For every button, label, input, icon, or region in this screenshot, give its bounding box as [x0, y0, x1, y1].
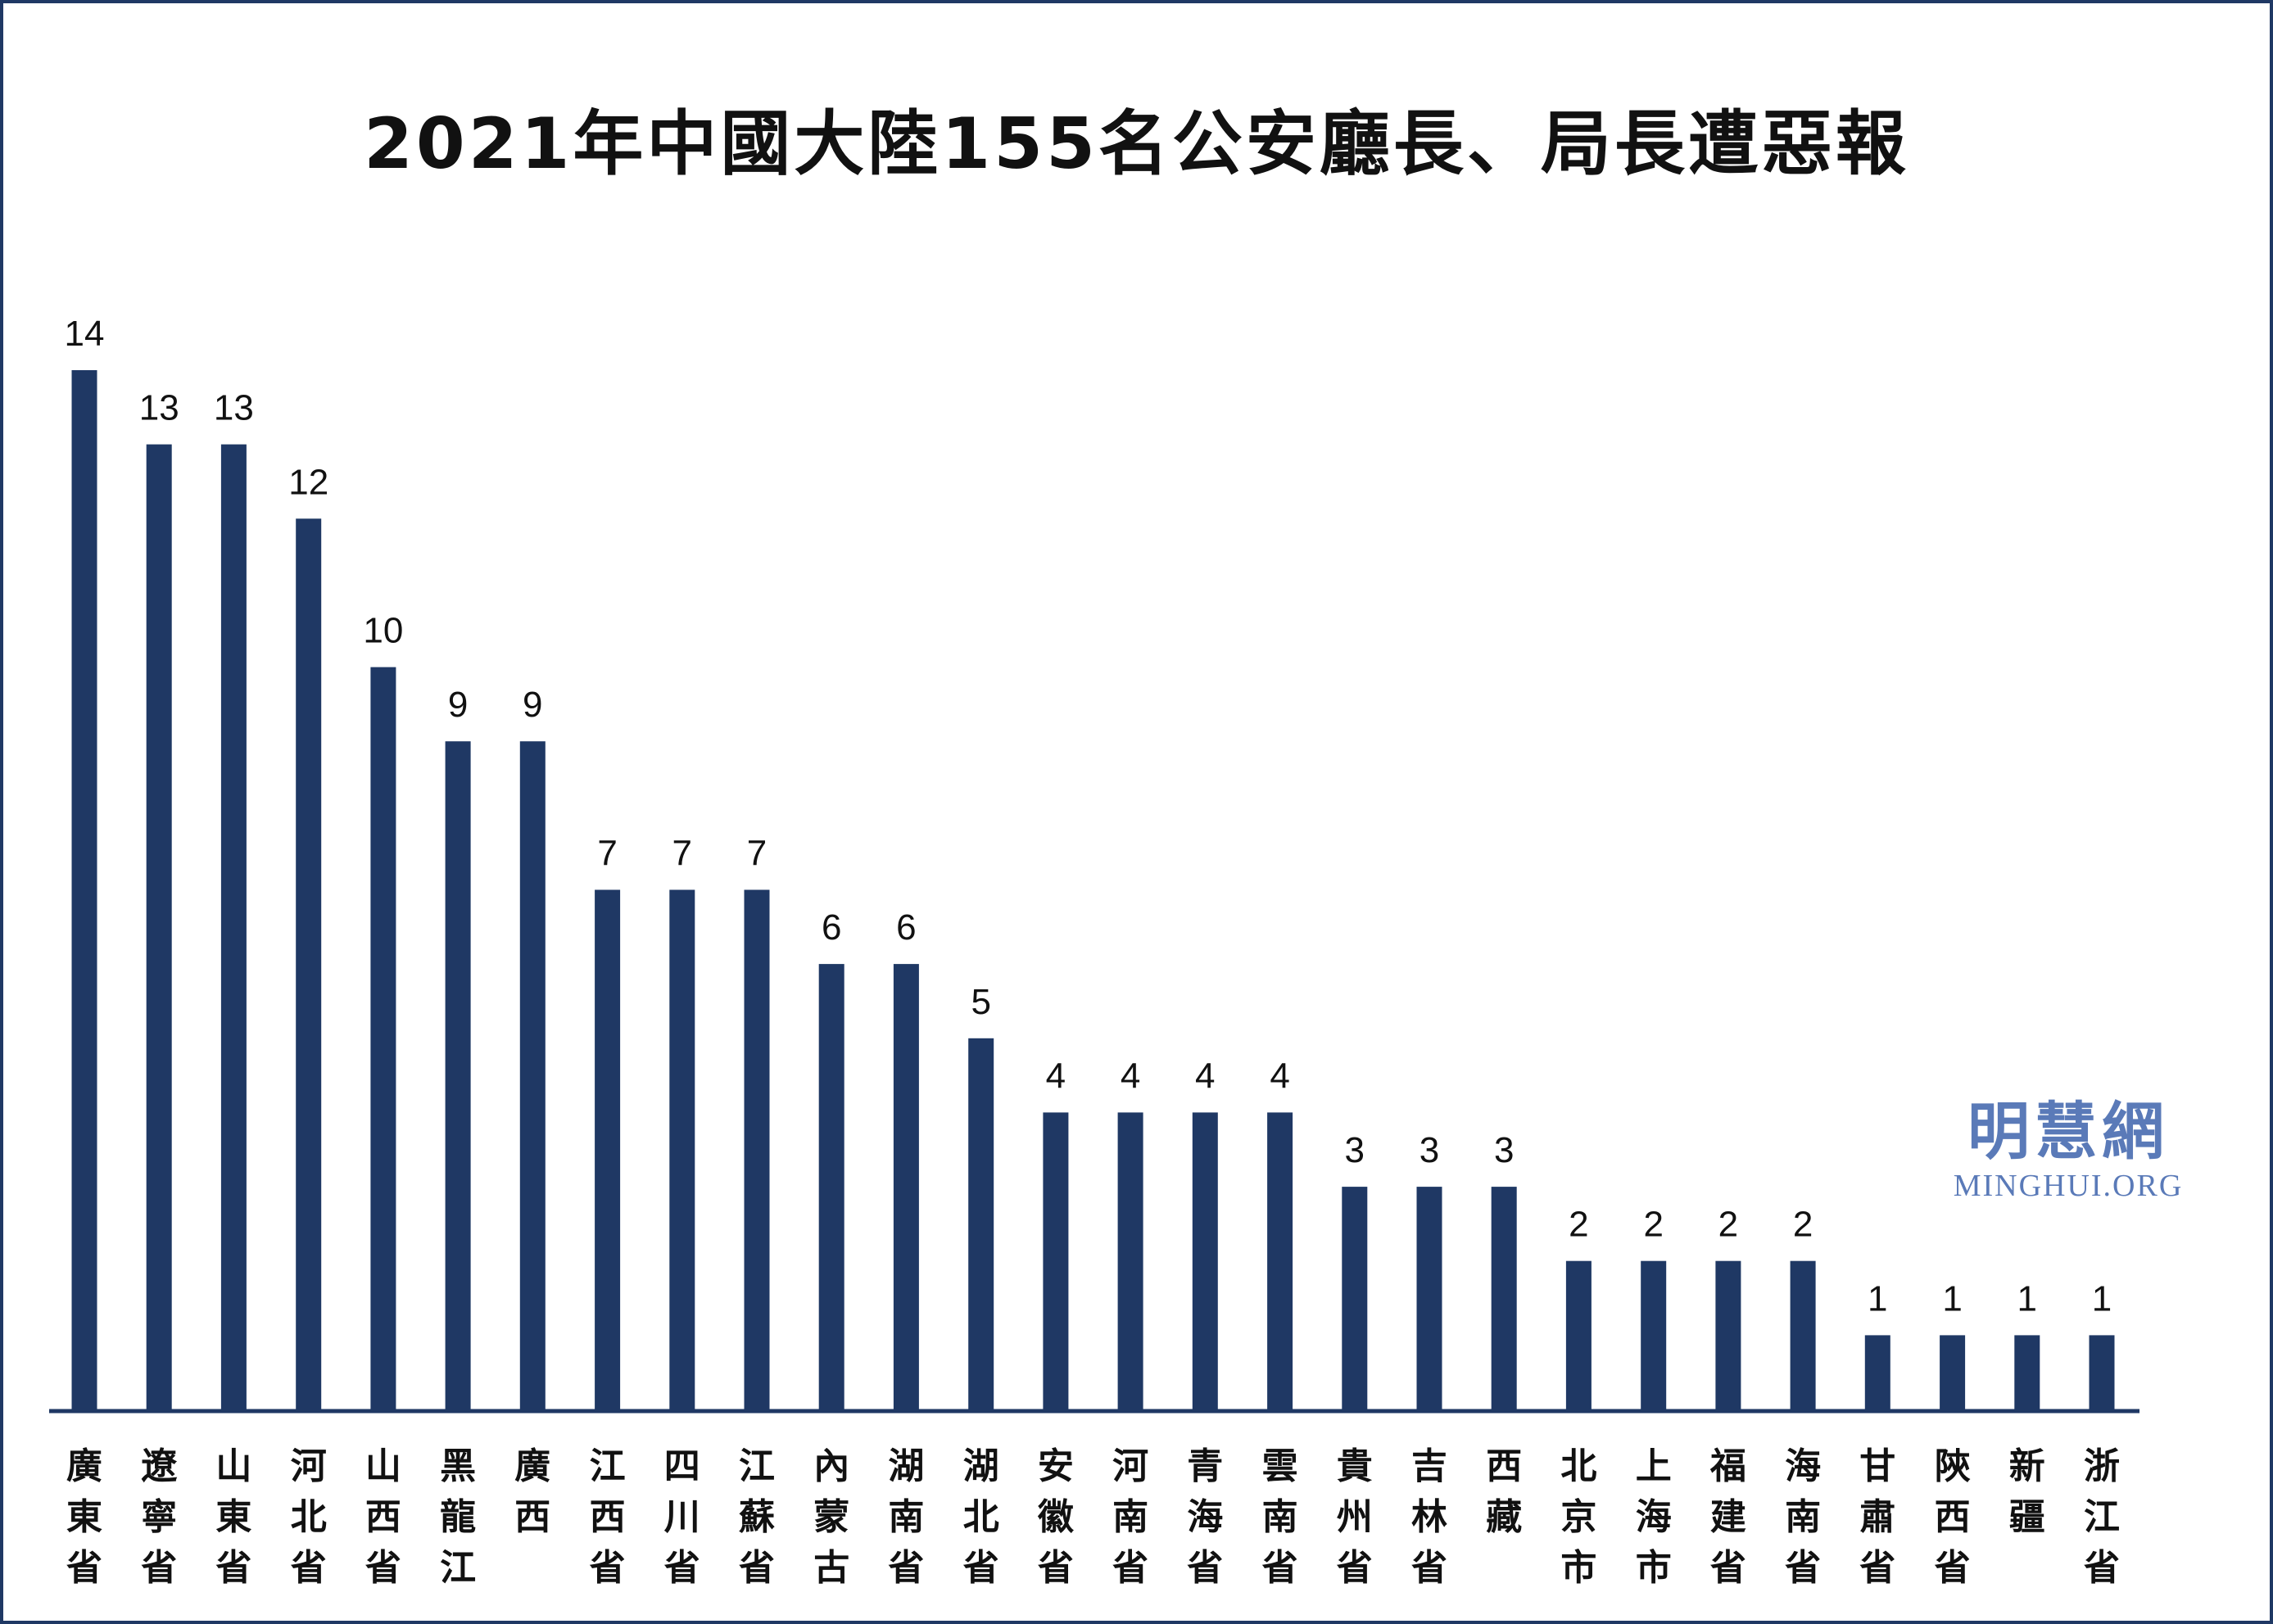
- category-label-5: 山西省: [365, 1445, 401, 1589]
- value-label-27: 1: [2017, 1278, 2037, 1319]
- category-label-13: 湖北省: [963, 1445, 999, 1589]
- bar-8: [595, 889, 621, 1409]
- value-label-5: 10: [363, 611, 403, 651]
- bar-5: [370, 667, 396, 1409]
- value-label-15: 4: [1121, 1056, 1140, 1096]
- value-label-16: 4: [1195, 1056, 1215, 1096]
- bar-26: [1940, 1335, 1966, 1409]
- bar-3: [220, 444, 247, 1409]
- value-label-28: 1: [2092, 1278, 2112, 1319]
- value-label-25: 1: [1868, 1278, 1887, 1319]
- category-label-14: 安徽省: [1037, 1445, 1075, 1589]
- category-label-11: 內蒙古: [813, 1445, 849, 1589]
- value-label-11: 6: [822, 907, 841, 948]
- watermark-english: MINGHUI.ORG: [1953, 1168, 2184, 1203]
- value-label-24: 2: [1793, 1205, 1813, 1245]
- bar-16: [1192, 1112, 1218, 1409]
- category-label-24: 海南省: [1785, 1445, 1821, 1589]
- value-label-10: 7: [747, 834, 767, 874]
- category-label-27: 新疆: [2009, 1445, 2045, 1538]
- watermark-chinese: 明慧網: [1967, 1095, 2169, 1168]
- category-label-16: 青海省: [1187, 1445, 1223, 1589]
- value-label-20: 3: [1494, 1130, 1514, 1170]
- bar-21: [1565, 1260, 1592, 1409]
- category-label-15: 河南省: [1112, 1445, 1148, 1589]
- value-label-6: 9: [448, 685, 468, 725]
- value-label-22: 2: [1643, 1205, 1663, 1245]
- category-label-10: 江蘇省: [739, 1445, 775, 1589]
- value-label-13: 5: [971, 982, 990, 1022]
- category-label-28: 浙江省: [2084, 1445, 2120, 1589]
- value-label-23: 2: [1718, 1205, 1738, 1245]
- bar-2: [146, 444, 172, 1409]
- bar-6: [445, 741, 471, 1409]
- bars-group: [71, 370, 2115, 1409]
- category-label-8: 江西省: [590, 1445, 626, 1589]
- value-label-21: 2: [1569, 1205, 1588, 1245]
- value-label-8: 7: [597, 834, 617, 874]
- chart-title: 2021年中國大陸155名公安廳長、局長遭惡報: [364, 103, 1909, 185]
- value-label-12: 6: [896, 907, 916, 948]
- watermark-logo: 明慧網 MINGHUI.ORG: [1917, 1097, 2220, 1206]
- category-label-6: 黑龍江: [440, 1445, 476, 1589]
- bar-9: [669, 889, 695, 1409]
- category-label-2: 遼寧省: [141, 1445, 178, 1589]
- value-label-1: 14: [65, 314, 105, 354]
- category-label-4: 河北省: [291, 1445, 327, 1589]
- category-label-22: 上海市: [1636, 1445, 1672, 1589]
- bar-17: [1267, 1112, 1293, 1409]
- bar-24: [1790, 1260, 1816, 1409]
- bar-19: [1416, 1187, 1442, 1409]
- bar-7: [519, 741, 546, 1409]
- bar-13: [968, 1038, 994, 1409]
- category-label-20: 西藏: [1486, 1445, 1522, 1538]
- value-label-7: 9: [523, 685, 542, 725]
- category-label-19: 吉林省: [1411, 1445, 1447, 1589]
- bar-12: [893, 964, 919, 1409]
- category-labels-group: 廣東省 遼寧省 山東省 河北省 山西省 黑龍江 廣西 江西省 四川省 江蘇省 內蒙古 湖南省 湖北省 安徽…: [66, 1445, 2120, 1589]
- category-label-18: 貴州省: [1337, 1445, 1373, 1589]
- value-label-4: 12: [288, 462, 328, 502]
- value-label-2: 13: [139, 388, 179, 428]
- bar-4: [296, 518, 322, 1409]
- category-label-7: 廣西: [514, 1445, 550, 1538]
- bar-28: [2089, 1335, 2115, 1409]
- bar-20: [1491, 1187, 1517, 1409]
- bar-27: [2014, 1335, 2040, 1409]
- bar-11: [818, 964, 844, 1409]
- value-label-19: 3: [1419, 1130, 1439, 1170]
- bar-14: [1043, 1112, 1069, 1409]
- bar-23: [1715, 1260, 1741, 1409]
- value-label-26: 1: [1942, 1278, 1962, 1319]
- value-label-14: 4: [1046, 1056, 1066, 1096]
- category-label-1: 廣東省: [66, 1445, 102, 1589]
- bar-18: [1342, 1187, 1368, 1409]
- value-label-18: 3: [1345, 1130, 1365, 1170]
- bar-25: [1864, 1335, 1890, 1409]
- category-label-26: 陝西省: [1935, 1445, 1971, 1589]
- category-label-21: 北京市: [1560, 1445, 1596, 1589]
- bar-15: [1117, 1112, 1143, 1409]
- category-label-3: 山東省: [215, 1445, 251, 1589]
- value-label-3: 13: [214, 388, 254, 428]
- category-label-12: 湖南省: [888, 1445, 924, 1589]
- value-labels-group: 14 13 13 12 10 9 9 7 7 7 6 6 5 4 4 4 4 3 3 3 2 2 2 2 1 1 1 1: [65, 314, 2112, 1319]
- bar-1: [71, 370, 97, 1409]
- category-label-17: 雲南省: [1262, 1445, 1298, 1589]
- category-label-25: 甘肅省: [1859, 1445, 1895, 1589]
- category-label-23: 福建省: [1709, 1445, 1746, 1589]
- value-label-17: 4: [1270, 1056, 1289, 1096]
- value-label-9: 7: [672, 834, 692, 874]
- bar-22: [1641, 1260, 1667, 1409]
- category-label-9: 四川省: [664, 1445, 700, 1589]
- bar-10: [744, 889, 770, 1409]
